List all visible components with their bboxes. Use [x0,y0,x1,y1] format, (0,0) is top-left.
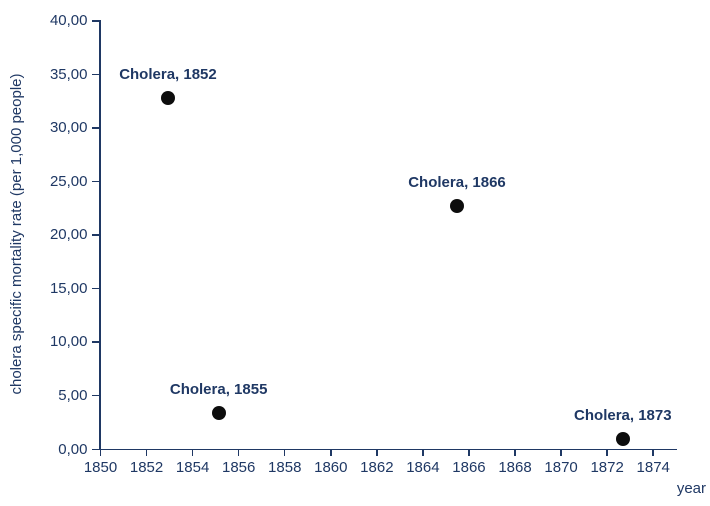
data-point [450,199,464,214]
y-tick-label: 35,00 [49,65,88,83]
x-tick-label: 1852 [129,459,164,476]
data-point [211,406,226,421]
x-tick-label: 1860 [314,459,348,476]
x-tick-mark [606,450,608,456]
x-tick-mark [237,450,240,456]
x-tick-mark [145,450,148,456]
y-tick-mark [91,287,99,290]
data-point [615,431,630,446]
data-point-label: Cholera, 1855 [169,381,268,399]
x-axis-title: year [676,480,706,497]
y-tick-label: 10,00 [49,333,88,351]
y-tick-label: 25,00 [49,172,88,190]
x-tick-label: 1870 [544,459,578,476]
x-tick-mark [422,450,424,456]
x-tick-mark [652,450,654,456]
x-tick-mark [560,450,562,456]
x-tick-mark [514,450,516,456]
y-axis-title: cholera specific mortality rate (per 1,0… [8,73,25,395]
x-tick-label: 1864 [406,459,440,476]
y-tick-mark [91,234,99,236]
data-point [160,91,175,106]
x-tick-label: 1854 [175,459,210,476]
y-axis-line [99,20,101,450]
x-tick-mark [376,450,378,456]
y-tick-mark [91,448,99,450]
x-axis-line [99,448,677,450]
x-tick-mark [330,450,332,456]
data-point-label: Cholera, 1852 [119,66,217,84]
x-tick-label: 1874 [636,459,670,476]
y-tick-mark [91,127,99,129]
y-tick-label: 30,00 [49,119,88,137]
x-tick-label: 1858 [268,459,302,476]
x-tick-label: 1872 [590,459,624,476]
y-tick-mark [91,180,99,183]
x-tick-mark [283,450,286,456]
y-tick-mark [91,20,99,22]
x-tick-label: 1856 [221,459,256,476]
y-tick-label: 5,00 [58,386,88,404]
x-tick-label: 1862 [360,459,394,476]
y-tick-label: 20,00 [49,226,88,244]
x-tick-label: 1868 [498,459,532,476]
y-tick-label: 40,00 [49,12,88,29]
y-tick-label: 0,00 [58,440,88,458]
x-tick-mark [99,450,102,456]
y-tick-mark [91,341,99,343]
y-tick-mark [91,73,99,76]
data-point-label: Cholera, 1866 [408,174,506,192]
y-tick-label: 15,00 [49,279,88,297]
x-tick-mark [191,450,194,456]
x-tick-label: 1850 [83,459,118,476]
x-tick-label: 1866 [452,459,486,476]
x-tick-mark [468,450,470,456]
y-tick-mark [91,394,99,397]
data-point-label: Cholera, 1873 [574,406,672,424]
